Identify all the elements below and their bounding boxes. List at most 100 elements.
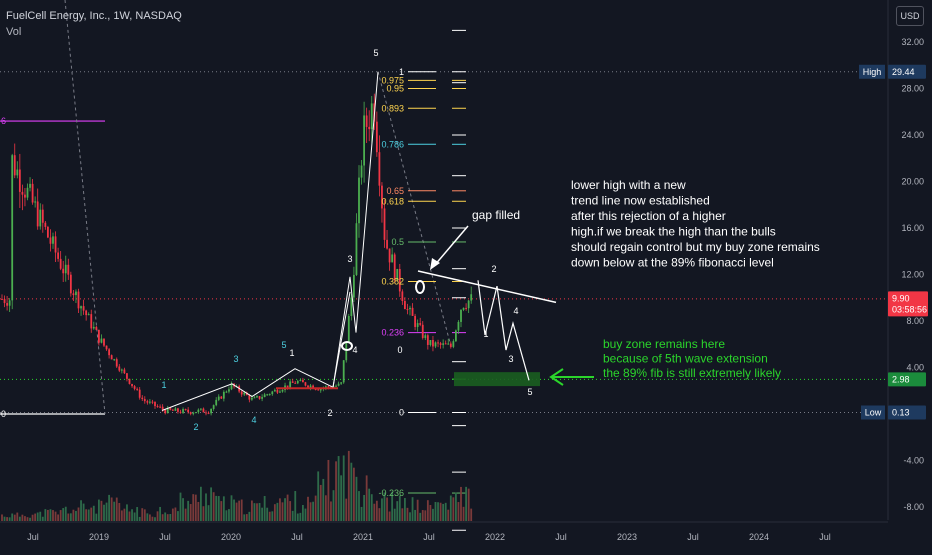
low-label: Low (865, 407, 882, 417)
currency-button[interactable]: USD (896, 6, 924, 26)
gap-filled-arrowhead (430, 258, 440, 270)
wave-line-impulse[interactable] (332, 71, 379, 388)
candle-body (98, 329, 100, 343)
volume-bar (404, 498, 406, 521)
symbol-title[interactable]: FuelCell Energy, Inc., 1W, NASDAQ (6, 10, 182, 22)
candle-body (337, 383, 340, 386)
candle-body (149, 401, 151, 403)
candle-body (245, 392, 248, 396)
candle-body (368, 126, 371, 130)
candle-body (302, 379, 304, 383)
candle-body (182, 409, 184, 413)
candle-body (197, 409, 200, 413)
volume-bar (426, 500, 429, 521)
candle-body (154, 401, 156, 407)
candle-body (391, 254, 394, 263)
volume-bar (75, 510, 77, 521)
projected-wave-path[interactable] (477, 280, 530, 381)
volume-bar (171, 508, 174, 521)
volume-bar (243, 514, 246, 521)
volume-bar (212, 492, 215, 521)
volume-bar (281, 502, 284, 521)
wave-label-projection: 3 (508, 354, 513, 364)
low-label-bg (861, 405, 885, 420)
candle-body (248, 395, 251, 400)
candle-body (59, 258, 62, 269)
candle-body (92, 326, 95, 329)
candle-body (131, 383, 133, 387)
candle-body (312, 385, 314, 389)
volume-bar (442, 503, 445, 521)
candle-body (215, 399, 218, 406)
wave-label-zero: 0 (397, 345, 402, 355)
candle-body (460, 309, 462, 322)
marker-circle (341, 341, 353, 351)
time-axis-label: 2023 (617, 532, 637, 542)
candle-body (126, 373, 128, 379)
candle-body (375, 121, 378, 153)
candle-body (291, 381, 294, 383)
buy-zone-price-tag: 2.98 (892, 374, 910, 384)
volume-bar (154, 517, 156, 521)
volume-bar (470, 508, 473, 521)
descending-trendline[interactable] (417, 270, 557, 304)
volume-bar (439, 502, 442, 521)
price-axis-label: 4.00 (906, 363, 924, 373)
candle-body (294, 382, 297, 384)
volume-bar (92, 505, 95, 521)
analysis-note-line: lower high with a new (571, 178, 686, 192)
candle-body (187, 409, 190, 413)
volume-bar (194, 494, 197, 521)
volume-bar (228, 509, 230, 521)
volume-bar (200, 486, 202, 521)
left-fib-label-top: 6 (1, 116, 6, 126)
volume-bar (460, 486, 462, 521)
volume-bar (44, 509, 47, 521)
volume-bar (18, 516, 21, 521)
candle-body (192, 412, 195, 414)
candle-body (406, 309, 409, 311)
candle-body (16, 169, 19, 176)
candle-body (462, 307, 465, 310)
candle-body (174, 408, 177, 411)
volume-bar (386, 497, 388, 521)
candle-body (286, 385, 289, 388)
volume-bar (100, 500, 103, 521)
volume-bar (110, 497, 113, 521)
volume-bar (452, 497, 455, 521)
candle-body (429, 340, 432, 345)
candle-body (414, 315, 416, 327)
candle-body (49, 237, 52, 244)
candle-body (268, 394, 271, 396)
wave-label-projection: 5 (527, 387, 532, 397)
volume-bar (375, 500, 378, 521)
candle-body (72, 293, 75, 296)
volume-bar (113, 501, 116, 521)
volume-bar (77, 507, 80, 521)
volume-legend[interactable]: Vol (6, 26, 22, 38)
volume-bar (49, 509, 52, 521)
volume-bar (391, 491, 394, 521)
candle-body (105, 345, 108, 350)
volume-bar (118, 502, 121, 521)
buy-zone-note-line: buy zone remains here (603, 337, 725, 351)
candle-body (421, 324, 424, 338)
volume-bar (192, 494, 195, 521)
left-fib-label-bottom: 0 (1, 409, 6, 419)
candle-body (253, 397, 256, 399)
candle-body (383, 208, 386, 240)
candle-body (304, 382, 307, 386)
volume-bar (222, 496, 225, 521)
volume-bar (284, 498, 286, 521)
candle-body (164, 409, 167, 414)
volume-bar (457, 502, 460, 521)
candle-body (136, 388, 139, 390)
volume-bar (82, 503, 85, 521)
volume-bar (238, 500, 241, 521)
volume-bar (365, 475, 368, 521)
candle-body (424, 335, 427, 338)
volume-bar (85, 509, 88, 521)
buy-zone-box[interactable] (454, 372, 540, 387)
